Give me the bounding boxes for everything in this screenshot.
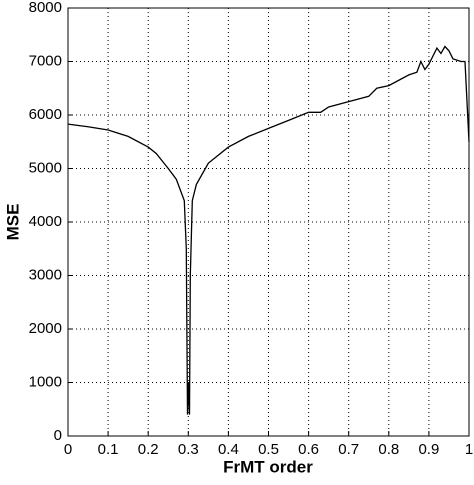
x-tick-label: 0.6 <box>298 441 319 458</box>
y-tick-label: 7000 <box>29 52 62 69</box>
x-tick-label: 0.4 <box>218 441 239 458</box>
y-tick-label: 0 <box>54 427 62 444</box>
x-tick-label: 0.9 <box>418 441 439 458</box>
x-axis-label: FrMT order <box>223 457 313 476</box>
y-tick-label: 1000 <box>29 373 62 390</box>
y-tick-label: 8000 <box>29 0 62 16</box>
y-tick-label: 6000 <box>29 106 62 123</box>
x-tick-label: 0.3 <box>178 441 199 458</box>
data-line <box>67 45 470 415</box>
x-tick-label: 0.8 <box>378 441 399 458</box>
x-tick-label: 0 <box>64 441 72 458</box>
y-tick-label: 2000 <box>29 320 62 337</box>
x-tick-label: 0.7 <box>338 441 359 458</box>
x-tick-label: 0.1 <box>98 441 119 458</box>
x-tick-label: 0.5 <box>258 441 279 458</box>
x-tick-label: 0.2 <box>138 441 159 458</box>
y-tick-label: 5000 <box>29 159 62 176</box>
x-tick-label: 1 <box>465 441 473 458</box>
y-axis-label: MSE <box>3 204 22 241</box>
y-tick-label: 3000 <box>29 266 62 283</box>
plot-frame <box>67 7 470 437</box>
y-tick-label: 4000 <box>29 213 62 230</box>
